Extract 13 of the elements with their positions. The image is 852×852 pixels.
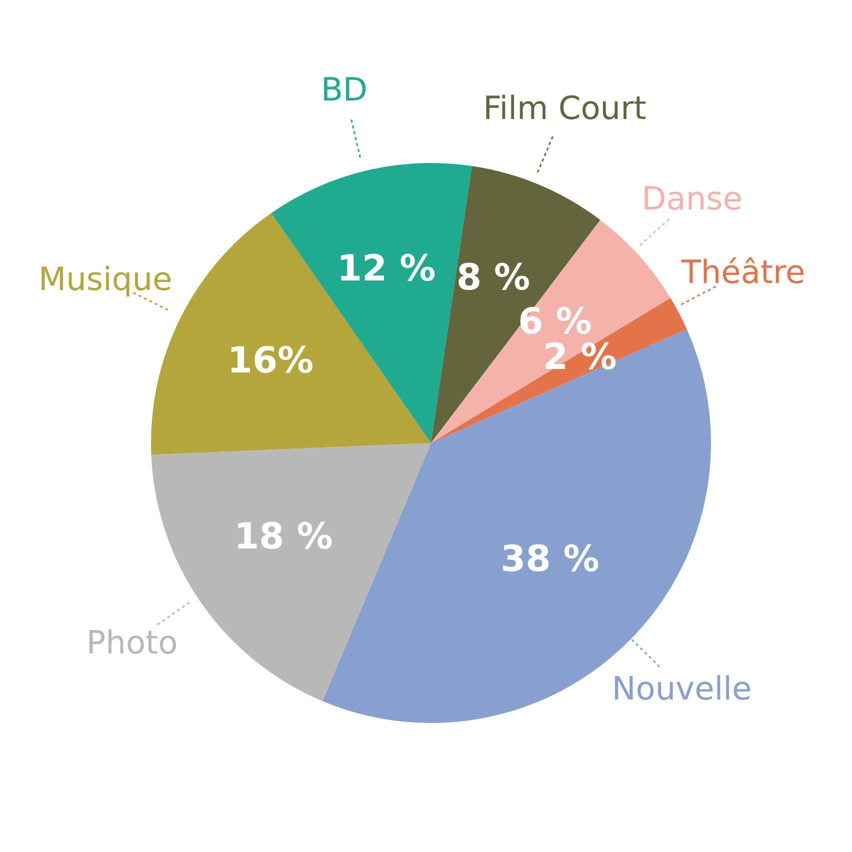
slice-label: Photo bbox=[86, 623, 178, 662]
slice-label: Danse bbox=[642, 179, 742, 218]
data-label: 12 % bbox=[337, 248, 436, 290]
data-label: 16% bbox=[227, 340, 314, 382]
slice-label: Nouvelle bbox=[612, 669, 752, 708]
data-label: 38 % bbox=[500, 538, 600, 580]
slice-label: BD bbox=[320, 70, 368, 108]
slice-label: Film Court bbox=[483, 88, 646, 127]
pie-slice bbox=[431, 298, 687, 443]
slice-label: Musique bbox=[38, 260, 172, 298]
data-label: 8 % bbox=[456, 257, 530, 298]
data-label: 18 % bbox=[234, 516, 333, 558]
slice-label: Théâtre bbox=[680, 253, 806, 292]
